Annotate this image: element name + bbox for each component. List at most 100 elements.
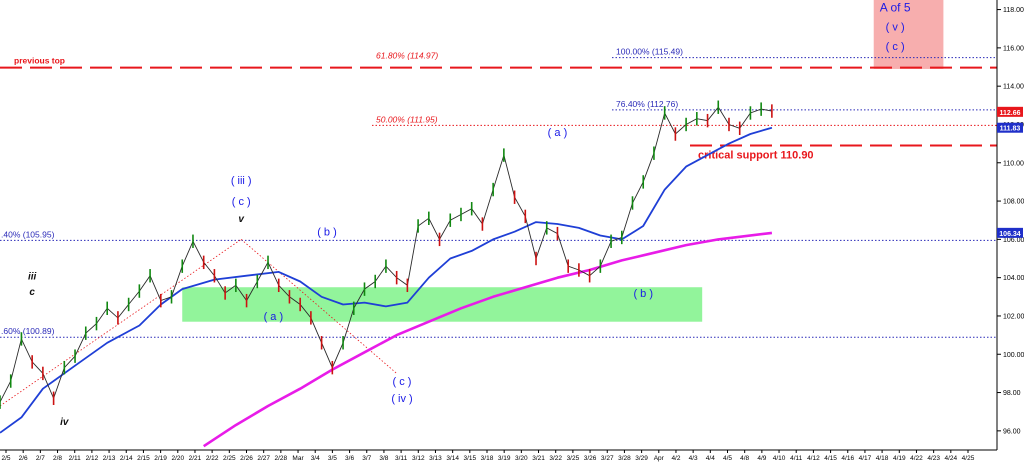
wave-label-5: iv [60, 417, 70, 428]
wave-label-9: ( iv ) [391, 393, 412, 405]
x-tick-label-51: 4/18 [876, 455, 889, 462]
x-tick-label-42: 4/5 [723, 455, 732, 462]
x-tick-label-49: 4/16 [841, 455, 854, 462]
x-tick-label-39: 4/2 [671, 455, 680, 462]
x-tick-label-31: 3/21 [532, 455, 545, 462]
x-tick-label-54: 4/23 [927, 455, 940, 462]
hline-label-2: 61.80% (114.97) [376, 51, 438, 61]
hline-label-7: .60% (100.89) [1, 326, 55, 336]
x-tick-label-2: 2/7 [36, 455, 45, 462]
x-tick-label-36: 3/28 [618, 455, 631, 462]
x-axis: 2/5 2/6 2/7 2/8 2/11 2/12 2/13 2/14 2/15 2/19 2/20… [0, 449, 997, 462]
price-marker-bg-1 [997, 122, 1023, 133]
x-tick-label-34: 3/26 [584, 455, 597, 462]
x-tick-label-3: 2/8 [53, 455, 62, 462]
x-tick-label-21: 3/7 [362, 455, 371, 462]
price-markers-layer: 112.66 111.83 106.34 [997, 106, 1023, 238]
x-tick-label-32: 3/22 [549, 455, 562, 462]
x-tick-label-4: 2/11 [69, 455, 82, 462]
x-tick-label-5: 2/12 [86, 455, 99, 462]
y-tick-label-9: 114.00 [1003, 84, 1024, 91]
hline-label-5: critical support 110.90 [698, 150, 814, 162]
moving-average-1 [202, 231, 773, 448]
wave-label-7: ( a ) [264, 311, 284, 323]
x-tick-label-56: 4/25 [962, 455, 975, 462]
hline-label-0: previous top [14, 56, 65, 66]
x-tick-label-24: 3/12 [412, 455, 425, 462]
x-tick-label-53: 4/22 [910, 455, 923, 462]
wave-label-2: v [238, 214, 245, 225]
moving-average-layer [0, 126, 773, 448]
x-tick-label-11: 2/21 [189, 455, 202, 462]
x-tick-label-25: 3/13 [429, 455, 442, 462]
x-tick-label-40: 4/3 [689, 455, 698, 462]
hline-label-4: 50.00% (111.95) [376, 114, 438, 124]
y-tick-label-10: 116.00 [1003, 45, 1024, 52]
x-tick-label-16: 2/28 [275, 455, 288, 462]
wave-label-12: A of 5 [880, 0, 911, 14]
x-tick-label-15: 2/27 [257, 455, 270, 462]
price-marker-bg-0 [997, 106, 1023, 117]
x-tick-label-46: 4/11 [790, 455, 803, 462]
x-tick-label-20: 3/6 [345, 455, 354, 462]
x-tick-label-10: 2/20 [171, 455, 184, 462]
price-marker-label-0: 112.66 [999, 110, 1020, 117]
y-tick-label-4: 104.00 [1003, 275, 1024, 282]
wave-label-6: ( b ) [317, 227, 337, 239]
y-axis: 96.00 98.00 100.00 102.00 104.00 106.00 108.00… [996, 0, 1024, 450]
y-tick-label-7: 110.00 [1003, 160, 1024, 167]
x-tick-label-28: 3/18 [481, 455, 494, 462]
x-tick-label-22: 3/8 [379, 455, 388, 462]
wave-label-8: ( c ) [393, 376, 412, 388]
wave-label-1: ( c ) [232, 196, 251, 208]
y-tick-label-2: 100.00 [1003, 352, 1024, 359]
x-tick-label-38: Apr [654, 455, 665, 462]
x-tick-label-50: 4/17 [859, 455, 872, 462]
x-tick-label-37: 3/29 [635, 455, 648, 462]
dotted-channel-layer [0, 239, 397, 407]
x-tick-label-8: 2/15 [137, 455, 150, 462]
moving-average-0 [0, 126, 773, 434]
hline-label-6: .40% (105.95) [1, 229, 55, 239]
wave-labels-layer: ( iii ) ( c ) v iii c iv ( b ) ( a ) ( c ) ( iv )… [28, 0, 911, 428]
x-tick-label-48: 4/15 [824, 455, 837, 462]
x-tick-label-19: 3/5 [328, 455, 337, 462]
price-series-layer [0, 100, 773, 409]
x-tick-label-9: 2/19 [154, 455, 167, 462]
price-marker-bg-2 [997, 227, 1023, 238]
wave-label-4: c [29, 287, 35, 298]
x-tick-label-29: 3/19 [498, 455, 511, 462]
x-tick-label-44: 4/9 [757, 455, 766, 462]
x-tick-label-47: 4/12 [807, 455, 820, 462]
wave-label-14: ( c ) [886, 41, 905, 53]
wave-label-0: ( iii ) [231, 175, 252, 187]
wave-label-13: ( v ) [886, 22, 905, 34]
x-tick-label-35: 3/27 [601, 455, 614, 462]
y-tick-label-1: 98.00 [1003, 390, 1021, 397]
x-tick-label-27: 3/15 [463, 455, 476, 462]
hline-label-1: 100.00% (115.49) [616, 47, 683, 57]
channel-line-1 [240, 239, 397, 374]
x-tick-label-30: 3/20 [515, 455, 528, 462]
price-marker-label-2: 106.34 [999, 231, 1021, 238]
price-marker-label-1: 111.83 [1000, 126, 1021, 133]
x-tick-label-12: 2/22 [206, 455, 219, 462]
x-tick-label-33: 3/25 [567, 455, 580, 462]
x-tick-label-55: 4/24 [944, 455, 957, 462]
x-tick-label-14: 2/26 [240, 455, 253, 462]
x-tick-label-43: 4/8 [740, 455, 749, 462]
x-tick-label-13: 2/25 [223, 455, 236, 462]
x-tick-label-17: Mar [292, 455, 304, 462]
x-tick-label-23: 3/11 [395, 455, 408, 462]
hline-label-3: 76.40% (112.76) [616, 99, 678, 109]
y-tick-label-3: 102.00 [1003, 313, 1024, 320]
y-tick-label-11: 118.00 [1003, 7, 1024, 14]
y-tick-label-0: 96.00 [1003, 428, 1021, 435]
wave-label-10: ( a ) [548, 127, 568, 139]
wave-label-11: ( b ) [633, 288, 653, 300]
x-tick-label-52: 4/19 [893, 455, 906, 462]
x-tick-label-41: 4/4 [706, 455, 715, 462]
